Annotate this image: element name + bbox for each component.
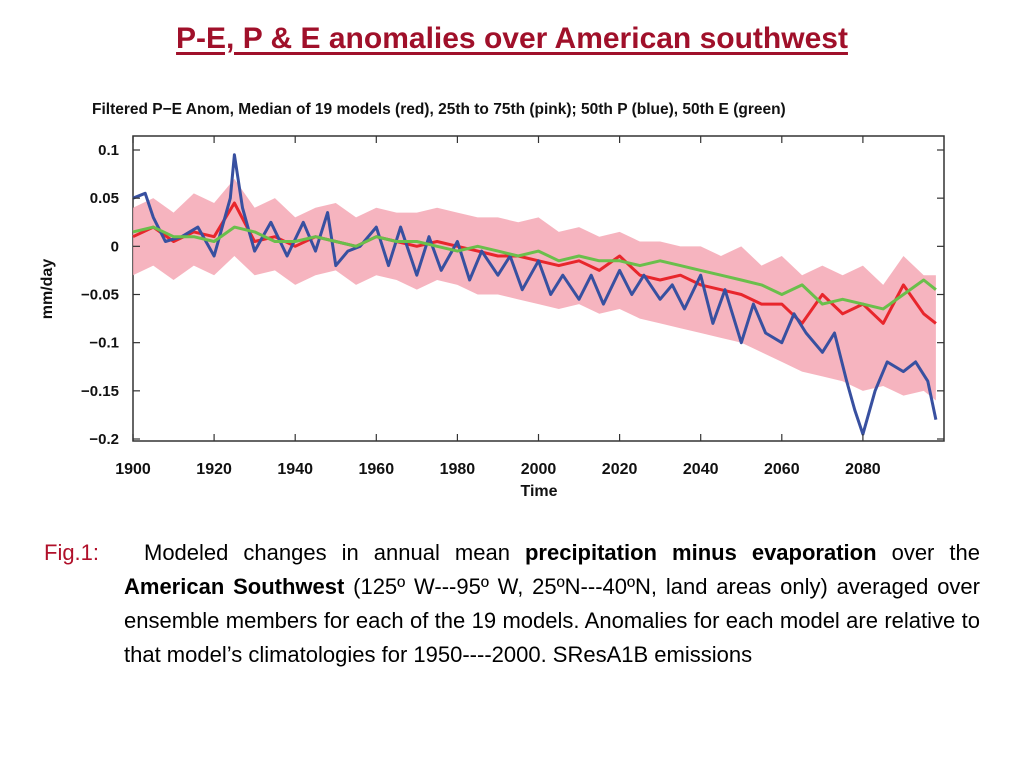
series-line-blue: [132, 153, 938, 436]
y-tick-label: −0.15: [81, 383, 119, 400]
y-tick-label: −0.2: [89, 431, 119, 448]
iqr-band-layer: [133, 178, 936, 401]
x-tick-label: 1900: [115, 461, 151, 478]
y-axis: 0.1 0.05 0 −0.05 −0.1 −0.15 −0.2: [81, 142, 944, 448]
y-tick-label: 0.1: [98, 142, 119, 159]
caption-text-2: over the: [876, 540, 980, 565]
caption-bold-1: precipitation minus evaporation: [524, 540, 877, 565]
chart-title: Filtered P−E Anom, Median of 19 models (…: [92, 101, 786, 118]
iqr-band: [133, 178, 936, 401]
x-tick-label: 2060: [764, 461, 800, 478]
x-tick-label: 1960: [359, 461, 395, 478]
pe-anomaly-chart: Filtered P−E Anom, Median of 19 models (…: [39, 101, 945, 500]
slide-title: P-E, P & E anomalies over American south…: [176, 22, 848, 55]
x-tick-label: 2040: [683, 461, 719, 478]
y-tick-label: −0.05: [81, 287, 119, 304]
caption-body: Modeled changes in annual mean precipita…: [124, 536, 980, 672]
x-tick-label: 2080: [845, 461, 881, 478]
x-axis-label: Time: [520, 483, 557, 500]
y-axis-label: mm/day: [39, 259, 56, 320]
series-line-green: [132, 225, 937, 311]
y-tick-label: 0: [111, 238, 119, 255]
x-tick-label: 1980: [440, 461, 476, 478]
x-tick-label: 1920: [196, 461, 232, 478]
x-tick-label: 2020: [602, 461, 638, 478]
figure-caption: Fig.1: Modeled changes in annual mean pr…: [44, 536, 980, 672]
series-layer: [132, 153, 938, 436]
y-tick-label: −0.1: [89, 335, 119, 352]
x-tick-label: 2000: [521, 461, 557, 478]
caption-label: Fig.1:: [44, 540, 100, 565]
y-tick-label: 0.05: [90, 190, 119, 207]
x-axis: 1900 1920 1940 1960 1980 2000 2020 2040 2060 2080: [115, 136, 881, 478]
caption-text-3: (125º W---95º W, 25ºN---40ºN, land areas…: [124, 574, 980, 667]
caption-bold-2: American Southwest: [124, 574, 345, 599]
caption-text-1: Modeled changes in annual mean: [144, 540, 525, 565]
x-tick-label: 1940: [277, 461, 313, 478]
